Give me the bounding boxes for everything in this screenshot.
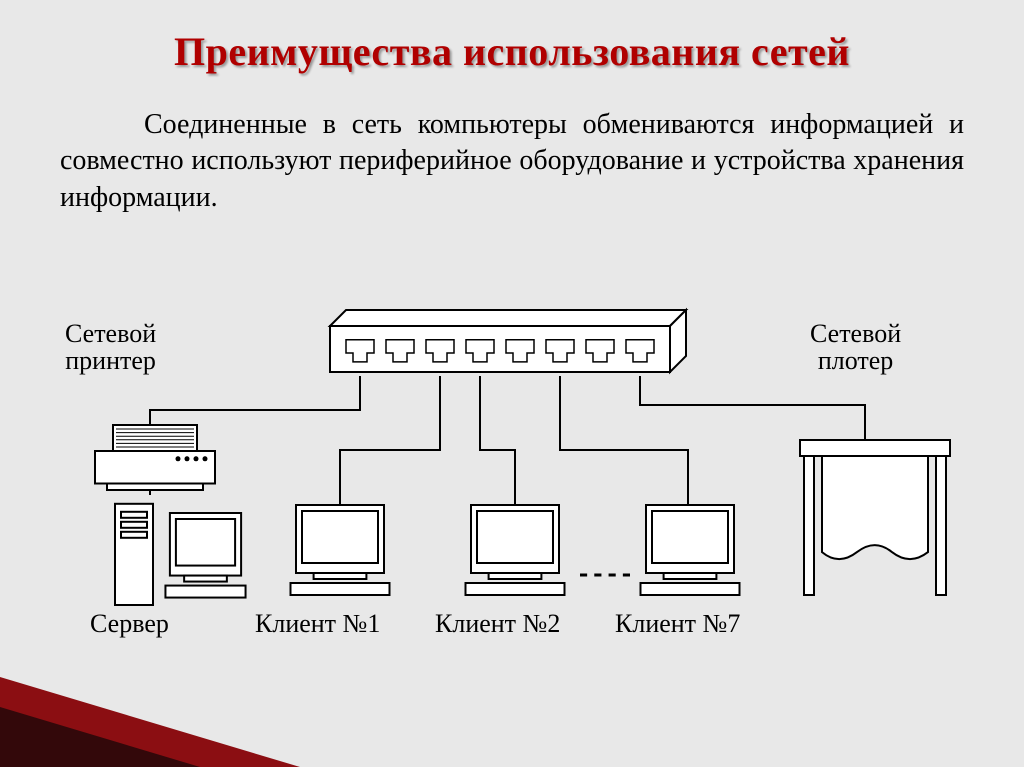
plotter-icon (800, 440, 950, 595)
plotter-label: Сетевойплотер (810, 320, 901, 375)
printer-icon (95, 425, 215, 490)
slide-title: Преимущества использования сетей (0, 0, 1024, 75)
network-diagram: Сетевойпринтер Сервер Клиент №1 Клиент №2 Кл… (60, 300, 964, 660)
printer-label: Сетевойпринтер (65, 320, 156, 375)
client1-icon (291, 505, 390, 595)
server-icon (115, 504, 153, 605)
server-label: Сервер (90, 610, 169, 637)
slide-paragraph: Соединенные в сеть компьютеры обменивают… (60, 107, 964, 216)
hub-icon (330, 310, 686, 372)
slide: Преимущества использования сетей Соедине… (0, 0, 1024, 767)
client2-icon (466, 505, 565, 595)
client1-label: Клиент №1 (255, 610, 380, 637)
client7-label: Клиент №7 (615, 610, 740, 637)
client2-label: Клиент №2 (435, 610, 560, 637)
server-monitor-icon (165, 513, 245, 598)
client7-icon (641, 505, 740, 595)
accent-triangle-inner (0, 707, 200, 767)
